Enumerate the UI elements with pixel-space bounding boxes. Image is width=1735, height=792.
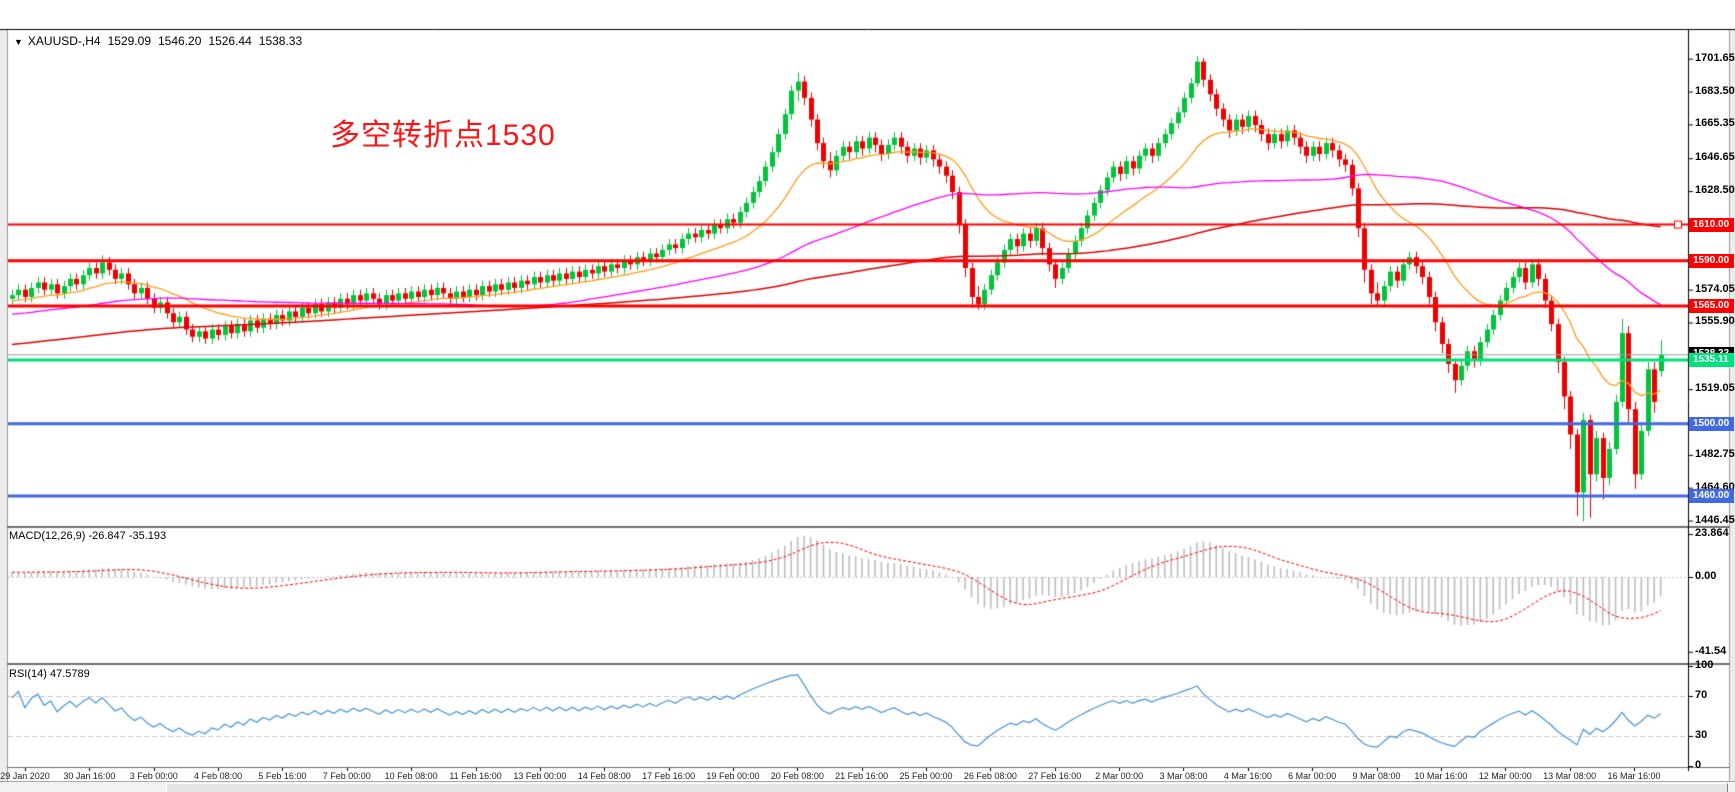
price-axis-tick[interactable]: 1574.05 — [1695, 282, 1735, 295]
date-axis-label[interactable]: 12 Mar 00:00 — [1478, 771, 1532, 781]
date-axis-label[interactable]: 2 Mar 00:00 — [1095, 771, 1144, 781]
macd-indicator-label: MACD(12,26,9) -26.847 -35.193 — [9, 530, 167, 542]
price-line-badge-1500.00[interactable]: 1500.00 — [1689, 416, 1734, 431]
price-line-badge-1565.00[interactable]: 1565.00 — [1689, 299, 1734, 313]
price-axis-tick[interactable]: 1646.65 — [1695, 151, 1735, 164]
price-axis-tick[interactable]: 1683.50 — [1695, 84, 1735, 97]
horizontal-scrollbar[interactable] — [0, 781, 1735, 792]
date-axis-label[interactable]: 4 Feb 08:00 — [194, 771, 243, 781]
date-axis-label[interactable]: 21 Feb 16:00 — [835, 771, 889, 781]
price-axis-tick[interactable]: 1519.05 — [1695, 382, 1735, 395]
date-axis-label[interactable]: 3 Feb 00:00 — [129, 771, 178, 781]
symbol-timeframe-label: XAUUSD-,H4 — [27, 34, 101, 48]
scrollbar-thumb[interactable] — [166, 783, 1728, 792]
ohlc-close: 1538.33 — [258, 34, 303, 48]
rsi-indicator-label: RSI(14) 47.5789 — [9, 668, 90, 680]
price-line-badge-1460.00[interactable]: 1460.00 — [1689, 489, 1734, 504]
macd-axis-tick[interactable]: 23.864 — [1695, 527, 1729, 540]
price-axis-tick[interactable]: 1665.35 — [1695, 117, 1735, 130]
date-axis-label[interactable]: 6 Mar 00:00 — [1288, 771, 1337, 781]
chart-symbol-header: ▼ XAUUSD-,H4 1529.09 1546.20 1526.44 1538.33 — [14, 34, 302, 48]
macd-axis-tick[interactable]: -41.54 — [1695, 644, 1727, 657]
date-axis-label[interactable]: 25 Feb 00:00 — [899, 771, 953, 781]
price-axis-tick[interactable]: 1482.75 — [1695, 447, 1735, 460]
rsi-axis-tick[interactable]: 70 — [1695, 689, 1708, 701]
date-axis-label[interactable]: 26 Feb 08:00 — [963, 771, 1017, 781]
date-axis-label[interactable]: 4 Mar 16:00 — [1223, 771, 1272, 781]
rsi-axis-tick[interactable]: 100 — [1695, 659, 1714, 671]
date-axis-label[interactable]: 14 Feb 08:00 — [577, 771, 631, 781]
chart-menu-triangle-icon[interactable]: ▼ — [14, 37, 23, 47]
date-axis-label[interactable]: 17 Feb 16:00 — [642, 771, 696, 781]
macd-axis-tick[interactable]: 0.00 — [1695, 570, 1717, 582]
price-axis-tick[interactable]: 1555.90 — [1695, 315, 1735, 328]
date-axis-label[interactable]: 11 Feb 16:00 — [449, 771, 502, 781]
price-axis-tick[interactable]: 1701.65 — [1695, 51, 1735, 64]
date-axis-label[interactable]: 7 Feb 00:00 — [322, 771, 371, 781]
rsi-axis-tick[interactable]: 30 — [1695, 729, 1708, 741]
price-line-badge-1535.11[interactable]: 1535.11 — [1689, 353, 1734, 368]
date-axis-label[interactable]: 10 Mar 16:00 — [1414, 771, 1468, 781]
date-axis-label[interactable]: 3 Mar 08:00 — [1159, 771, 1208, 781]
date-axis-label[interactable]: 29 Jan 2020 — [0, 771, 50, 781]
ohlc-low: 1526.44 — [208, 34, 252, 48]
chart-text-annotation[interactable]: 多空转折点1530 — [330, 119, 556, 152]
date-axis-label[interactable]: 13 Feb 00:00 — [513, 771, 567, 781]
date-axis-label[interactable]: 9 Mar 08:00 — [1352, 771, 1401, 781]
date-axis-label[interactable]: 5 Feb 16:00 — [258, 771, 307, 781]
date-axis-label[interactable]: 10 Feb 08:00 — [384, 771, 438, 781]
price-axis-tick[interactable]: 1446.45 — [1695, 513, 1735, 526]
price-line-badge-1610.00[interactable]: 1610.00 — [1689, 217, 1734, 232]
date-axis-label[interactable]: 30 Jan 16:00 — [63, 771, 116, 781]
ohlc-open: 1529.09 — [107, 34, 151, 48]
price-line-badge-1590.00[interactable]: 1590.00 — [1689, 253, 1734, 268]
price-axis-tick[interactable]: 1628.50 — [1695, 184, 1735, 197]
date-axis-label[interactable]: 16 Mar 16:00 — [1607, 771, 1661, 781]
date-axis-label[interactable]: 19 Feb 00:00 — [706, 771, 760, 781]
date-axis-label[interactable]: 13 Mar 08:00 — [1543, 771, 1597, 781]
date-axis-label[interactable]: 20 Feb 08:00 — [770, 771, 824, 781]
rsi-axis-tick[interactable]: 0 — [1695, 759, 1702, 771]
date-axis-label[interactable]: 27 Feb 16:00 — [1028, 771, 1082, 781]
ohlc-high: 1546.20 — [158, 34, 202, 48]
